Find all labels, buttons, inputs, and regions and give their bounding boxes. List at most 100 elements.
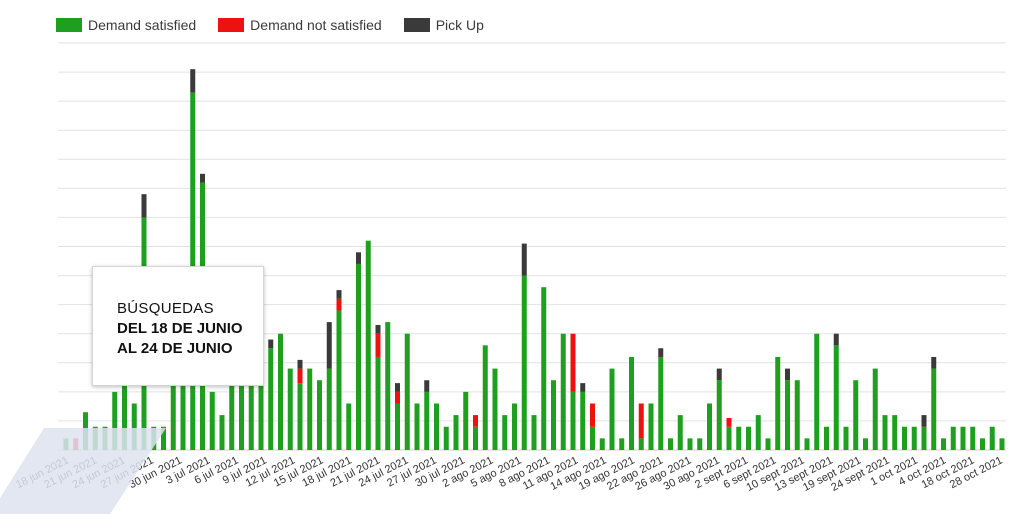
bar-segment-demand-satisfied[interactable] [853,380,859,450]
bar-segment-demand-satisfied[interactable] [687,438,693,450]
bar-segment-demand-satisfied[interactable] [482,345,488,450]
bar-segment-demand-satisfied[interactable] [346,403,352,450]
bar-segment-demand-not-satisfied[interactable] [395,391,400,404]
bar-segment-demand-satisfied[interactable] [970,426,976,450]
bar-segment-demand-satisfied[interactable] [268,348,274,450]
bar-segment-demand-satisfied[interactable] [521,275,527,450]
bar-segment-demand-satisfied[interactable] [931,368,937,450]
bar-segment-demand-satisfied[interactable] [395,403,400,450]
bar-segment-demand-satisfied[interactable] [209,391,215,450]
bar-segment-demand-satisfied[interactable] [941,438,946,450]
bar-segment-demand-satisfied[interactable] [863,438,868,450]
bar-segment-demand-satisfied[interactable] [512,403,517,450]
bar-segment-demand-satisfied[interactable] [580,391,586,450]
bar-segment-demand-satisfied[interactable] [882,415,888,450]
bar-segment-demand-satisfied[interactable] [902,426,907,450]
bar-segment-pick-up[interactable] [375,324,381,334]
bar-segment-demand-satisfied[interactable] [502,415,508,450]
bar-segment-demand-satisfied[interactable] [619,438,625,450]
bar-segment-pick-up[interactable] [658,348,664,357]
bar-segment-pick-up[interactable] [297,359,303,369]
bar-segment-demand-satisfied[interactable] [911,426,917,450]
bar-segment-demand-satisfied[interactable] [365,240,371,450]
bar-segment-demand-satisfied[interactable] [278,333,283,450]
bar-segment-demand-satisfied[interactable] [980,438,985,450]
bar-segment-demand-satisfied[interactable] [112,391,118,450]
bar-segment-demand-satisfied[interactable] [755,415,761,450]
bar-segment-demand-satisfied[interactable] [960,426,966,450]
bar-segment-demand-satisfied[interactable] [638,438,644,450]
bar-segment-demand-satisfied[interactable] [336,310,342,450]
bar-segment-demand-satisfied[interactable] [726,426,732,450]
bar-segment-pick-up[interactable] [931,356,937,369]
bar-segment-demand-satisfied[interactable] [424,391,430,450]
bar-segment-demand-satisfied[interactable] [541,287,547,450]
bar-segment-demand-satisfied[interactable] [765,438,771,450]
bar-segment-demand-satisfied[interactable] [473,426,478,450]
bar-segment-pick-up[interactable] [521,243,527,276]
bar-segment-pick-up[interactable] [833,333,839,346]
bar-segment-demand-satisfied[interactable] [843,426,849,450]
bar-segment-pick-up[interactable] [395,383,400,392]
bar-segment-demand-satisfied[interactable] [599,438,605,450]
bar-segment-demand-not-satisfied[interactable] [570,333,576,392]
bar-segment-pick-up[interactable] [326,322,332,369]
bar-segment-demand-satisfied[interactable] [814,333,820,450]
bar-segment-demand-satisfied[interactable] [872,368,878,450]
bar-segment-pick-up[interactable] [200,173,205,183]
bar-segment-demand-not-satisfied[interactable] [473,415,478,427]
bar-segment-demand-satisfied[interactable] [170,362,176,450]
bar-segment-pick-up[interactable] [356,252,361,264]
bar-segment-demand-not-satisfied[interactable] [638,403,644,439]
bar-segment-demand-satisfied[interactable] [668,438,673,450]
bar-segment-pick-up[interactable] [785,368,790,381]
bar-segment-demand-satisfied[interactable] [414,403,420,450]
bar-segment-pick-up[interactable] [268,339,274,349]
bar-segment-demand-satisfied[interactable] [824,426,829,450]
bar-segment-demand-satisfied[interactable] [736,426,742,450]
bar-segment-demand-satisfied[interactable] [161,426,166,450]
bar-segment-demand-satisfied[interactable] [677,415,683,450]
bar-segment-demand-satisfied[interactable] [443,426,449,450]
bar-segment-demand-not-satisfied[interactable] [726,418,732,427]
bar-segment-pick-up[interactable] [336,290,342,299]
bar-segment-demand-satisfied[interactable] [307,368,313,450]
bar-segment-demand-not-satisfied[interactable] [375,333,381,357]
legend-item-pick-up[interactable]: Pick Up [403,17,484,33]
bar-segment-demand-satisfied[interactable] [707,403,712,450]
bar-segment-demand-satisfied[interactable] [375,356,381,450]
bar-segment-demand-satisfied[interactable] [833,345,839,450]
bar-segment-demand-satisfied[interactable] [356,263,361,450]
bar-segment-demand-satisfied[interactable] [229,362,235,450]
bar-segment-demand-satisfied[interactable] [551,380,556,450]
bar-segment-demand-satisfied[interactable] [385,322,391,450]
bar-segment-demand-satisfied[interactable] [570,391,576,450]
bar-segment-demand-satisfied[interactable] [492,368,498,450]
bar-segment-demand-not-satisfied[interactable] [297,368,303,384]
bar-segment-demand-satisfied[interactable] [531,415,537,450]
bar-segment-demand-satisfied[interactable] [297,383,303,450]
bar-segment-pick-up[interactable] [190,69,196,93]
bar-segment-demand-satisfied[interactable] [287,368,293,450]
bar-segment-demand-satisfied[interactable] [453,415,459,450]
bar-segment-demand-satisfied[interactable] [404,333,410,450]
bar-segment-pick-up[interactable] [580,383,586,392]
bar-segment-demand-satisfied[interactable] [560,333,566,450]
bar-segment-demand-satisfied[interactable] [794,380,800,450]
bar-segment-demand-satisfied[interactable] [219,415,225,450]
legend-item-demand-satisfied[interactable]: Demand satisfied [56,17,196,33]
bar-segment-demand-not-satisfied[interactable] [590,403,595,427]
bar-segment-demand-satisfied[interactable] [658,356,664,450]
bar-segment-demand-satisfied[interactable] [648,403,654,450]
bar-segment-demand-satisfied[interactable] [697,438,703,450]
bar-segment-pick-up[interactable] [921,415,927,427]
bar-segment-demand-satisfied[interactable] [785,380,790,450]
bar-segment-demand-satisfied[interactable] [716,380,722,450]
bar-segment-demand-satisfied[interactable] [258,362,264,450]
bar-segment-demand-satisfied[interactable] [746,426,751,450]
bar-segment-demand-not-satisfied[interactable] [336,298,342,311]
bar-segment-demand-satisfied[interactable] [122,377,127,450]
bar-segment-pick-up[interactable] [141,194,147,218]
bar-segment-demand-satisfied[interactable] [629,356,634,450]
bar-segment-demand-satisfied[interactable] [892,415,898,450]
